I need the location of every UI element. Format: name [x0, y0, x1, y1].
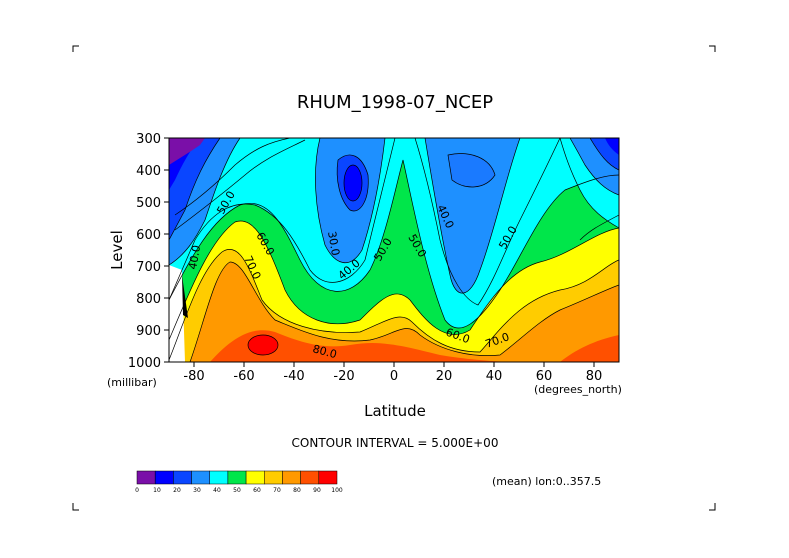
colorbar-tick-label: 100: [331, 487, 343, 494]
x-tick-label: 40: [486, 369, 503, 384]
x-tick-label: -40: [283, 369, 304, 384]
colorbar-tick-label: 40: [213, 487, 221, 494]
contour-label: 80.0: [311, 342, 338, 361]
colorbar-tick-label: 0: [135, 487, 139, 494]
colorbar-swatch: [173, 470, 192, 485]
y-tick-label: 600: [136, 228, 161, 243]
colorbar-tick-label: 60: [253, 487, 261, 494]
x-axis: -80 -60 -40 -20 0 20 40 60 80: [183, 362, 602, 384]
y-axis-title: Level: [108, 230, 126, 270]
contour-lines: [169, 138, 619, 362]
average-note: (mean) lon:0..357.5: [492, 475, 601, 488]
contour-label: 30.0: [325, 230, 342, 256]
x-tick-label: 0: [390, 369, 398, 384]
contour-interval-text: CONTOUR INTERVAL = 5.000E+00: [292, 436, 499, 450]
contour-field: [169, 138, 619, 362]
y-tick-label: 500: [136, 196, 161, 211]
contour-label: 40.0: [186, 244, 203, 270]
x-units-label: (degrees_north): [534, 383, 622, 396]
x-tick-label: 20: [436, 369, 453, 384]
y-tick-label: 800: [136, 292, 161, 307]
x-tick-label: 80: [586, 369, 603, 384]
colorbar-swatch: [300, 470, 320, 485]
colorbar-tick-label: 30: [193, 487, 201, 494]
colorbar-swatch: [282, 470, 301, 485]
colorbar-tick-label: 90: [313, 487, 321, 494]
colorbar-tick-label: 50: [233, 487, 241, 494]
y-axis: 300 400 500 600 700 800 900 1000: [128, 132, 169, 371]
crop-marks: [72, 45, 716, 511]
colorbar-swatch: [227, 470, 247, 485]
y-tick-label: 900: [136, 324, 161, 339]
chart-title: RHUM_1998-07_NCEP: [297, 92, 493, 113]
y-units-label: (millibar): [107, 376, 157, 389]
y-tick-label: 400: [136, 164, 161, 179]
x-tick-label: -80: [183, 369, 204, 384]
colorbar-swatch: [136, 470, 156, 485]
x-tick-label: -60: [233, 369, 254, 384]
x-tick-label: -20: [333, 369, 354, 384]
colorbar-swatch: [245, 470, 265, 485]
colorbar-tick-label: 10: [153, 487, 161, 494]
y-tick-label: 300: [136, 132, 161, 147]
x-axis-title: Latitude: [364, 402, 426, 420]
colorbar-swatch: [191, 470, 210, 485]
colorbar-swatch: [318, 470, 338, 485]
colorbar-tick-label: 80: [293, 487, 301, 494]
colorbar-tick-label: 70: [273, 487, 281, 494]
colorbar-swatch: [154, 470, 174, 485]
y-tick-label: 1000: [128, 356, 161, 371]
y-tick-label: 700: [136, 260, 161, 275]
colorbar-swatch: [264, 470, 283, 485]
colorbar-tick-label: 20: [173, 487, 181, 494]
colorbar-swatch: [209, 470, 229, 485]
x-tick-label: 60: [536, 369, 553, 384]
colorbar: 0 10 20 30 40 50 60 70 80 90 100: [135, 470, 343, 494]
